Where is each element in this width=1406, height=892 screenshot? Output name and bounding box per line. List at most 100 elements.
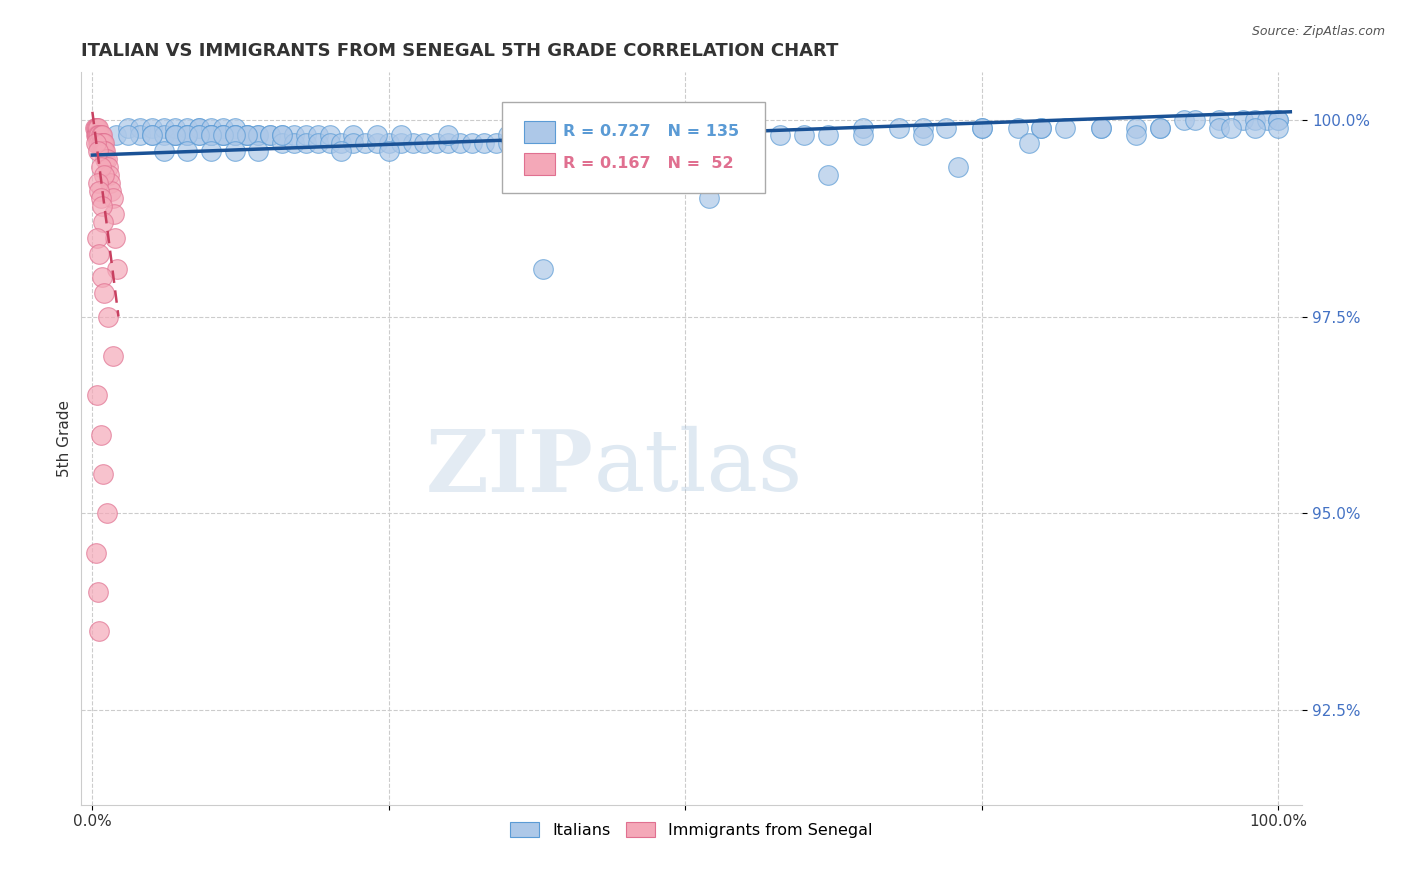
Point [188, 120, 211, 135]
Point [1267, 112, 1289, 127]
Point [89, 136, 111, 151]
Point [295, 136, 318, 151]
Point [89, 624, 111, 639]
Point [461, 136, 484, 151]
Point [555, 136, 578, 151]
Point [93, 168, 115, 182]
Y-axis label: 5th Grade: 5th Grade [58, 400, 72, 477]
Point [1090, 120, 1112, 135]
Point [200, 128, 222, 143]
Point [93, 285, 115, 300]
Point [224, 128, 246, 143]
Point [141, 120, 163, 135]
Point [283, 128, 305, 143]
Point [90, 136, 112, 151]
Point [485, 136, 508, 151]
Point [128, 128, 150, 143]
Point [1125, 120, 1147, 135]
Point [224, 120, 246, 135]
Point [734, 128, 756, 143]
Point [1267, 112, 1289, 127]
Point [91, 136, 114, 151]
Point [96, 152, 118, 166]
Point [579, 136, 602, 151]
Point [852, 128, 875, 143]
Point [98, 168, 121, 182]
Point [87, 136, 110, 151]
Point [307, 136, 329, 151]
Point [165, 128, 187, 143]
Text: R = 0.167   N =  52: R = 0.167 N = 52 [562, 156, 734, 171]
Text: Source: ZipAtlas.com: Source: ZipAtlas.com [1251, 25, 1385, 38]
Point [176, 128, 198, 143]
Point [247, 128, 270, 143]
Point [1149, 120, 1171, 135]
Point [1018, 136, 1040, 151]
Point [259, 128, 281, 143]
Point [852, 120, 875, 135]
Point [378, 136, 401, 151]
Point [970, 120, 993, 135]
Point [247, 144, 270, 158]
Point [555, 128, 578, 143]
Point [1184, 112, 1206, 127]
Point [188, 128, 211, 143]
Point [651, 136, 673, 151]
FancyBboxPatch shape [524, 153, 554, 175]
Point [673, 136, 696, 151]
Point [389, 136, 412, 151]
Point [283, 136, 305, 151]
Point [87, 176, 110, 190]
Point [86, 231, 108, 245]
Point [887, 120, 910, 135]
Point [100, 184, 122, 198]
Point [1267, 120, 1289, 135]
Point [948, 160, 970, 174]
Point [271, 136, 294, 151]
Point [90, 160, 112, 174]
Point [105, 262, 128, 277]
Point [152, 128, 174, 143]
Point [83, 120, 105, 135]
Point [141, 128, 163, 143]
Point [211, 128, 233, 143]
Point [211, 120, 233, 135]
Point [769, 128, 792, 143]
Point [90, 270, 112, 285]
Point [176, 128, 198, 143]
Point [970, 120, 993, 135]
Point [86, 128, 108, 143]
Point [91, 144, 114, 158]
Text: ZIP: ZIP [426, 425, 593, 510]
Point [90, 136, 112, 151]
Point [911, 120, 934, 135]
Point [165, 128, 187, 143]
Point [91, 467, 114, 481]
Point [366, 128, 388, 143]
Point [94, 144, 117, 158]
Point [211, 128, 233, 143]
Point [793, 128, 815, 143]
Point [224, 128, 246, 143]
Point [1031, 120, 1053, 135]
Point [152, 120, 174, 135]
Point [235, 128, 257, 143]
Point [401, 136, 423, 151]
Point [211, 128, 233, 143]
Point [86, 120, 108, 135]
Point [188, 128, 211, 143]
Point [101, 349, 124, 363]
Point [93, 136, 115, 151]
Point [817, 168, 839, 182]
Point [128, 120, 150, 135]
Point [1053, 120, 1076, 135]
Point [734, 128, 756, 143]
Point [1220, 120, 1243, 135]
Point [90, 199, 112, 213]
Point [94, 152, 117, 166]
Point [84, 128, 107, 143]
Point [97, 160, 120, 174]
Point [271, 128, 294, 143]
Point [93, 144, 115, 158]
Point [165, 120, 187, 135]
